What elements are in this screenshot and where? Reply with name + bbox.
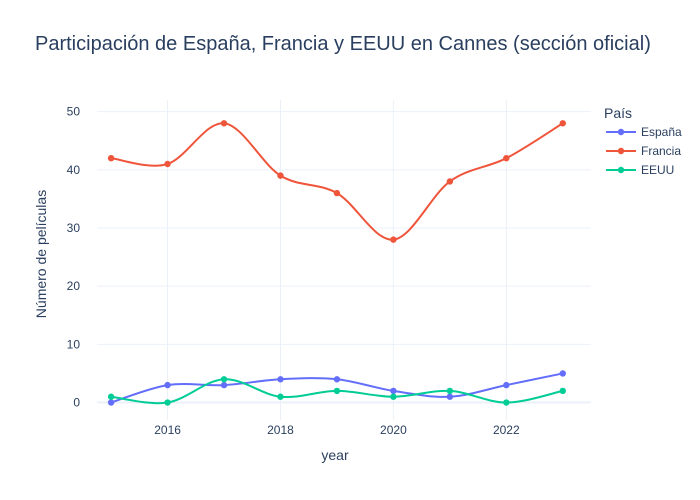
legend-item[interactable]: EEUU: [606, 163, 674, 177]
data-point: [164, 399, 171, 406]
series-Francia: [107, 120, 566, 243]
data-point: [164, 160, 171, 168]
data-point: [333, 387, 341, 395]
plot-area: [107, 120, 566, 406]
data-point: [220, 381, 228, 389]
legend-swatch-marker: [617, 166, 625, 174]
data-point: [503, 381, 510, 389]
data-point: [390, 387, 397, 395]
data-point: [559, 387, 566, 395]
legend-swatch-marker: [617, 128, 625, 136]
data-point: [277, 393, 284, 400]
grid: [97, 100, 591, 420]
data-point: [503, 399, 510, 406]
data-point: [446, 387, 454, 395]
y-tick-label: 50: [67, 105, 81, 119]
legend-label: España: [641, 125, 682, 139]
y-tick-label: 10: [67, 337, 81, 351]
x-tick-label: 2018: [267, 423, 294, 437]
series-España: [107, 370, 566, 406]
data-point: [446, 393, 454, 400]
x-axis-title: year: [321, 447, 349, 463]
data-point: [107, 393, 115, 400]
series-line: [110, 122, 564, 241]
y-axis-title: Número de películas: [33, 190, 49, 318]
data-point: [390, 393, 397, 400]
data-point: [107, 399, 115, 406]
data-point: [503, 154, 510, 162]
data-point: [107, 154, 115, 162]
y-axis-ticks: 0 10 20 30 40 50: [67, 105, 81, 410]
y-tick-label: 20: [67, 279, 81, 293]
chart-title: Participación de España, Francia y EEUU …: [35, 33, 651, 55]
data-point: [559, 120, 566, 127]
data-point: [164, 381, 171, 389]
legend-title: País: [604, 105, 632, 121]
legend-swatch-marker: [617, 147, 625, 155]
x-axis-ticks: 2016 2018 2020 2022: [154, 423, 520, 437]
y-tick-label: 0: [73, 396, 80, 410]
data-point: [220, 376, 228, 383]
legend-label: Francia: [641, 144, 681, 158]
x-tick-label: 2022: [493, 423, 520, 437]
data-point: [333, 376, 341, 383]
legend-item[interactable]: Francia: [606, 144, 681, 158]
legend[interactable]: País España Francia EEUU: [604, 105, 682, 177]
legend-item[interactable]: España: [606, 125, 682, 139]
x-tick-label: 2016: [154, 423, 181, 437]
data-point: [277, 172, 284, 179]
series-EEUU: [107, 376, 566, 406]
y-tick-label: 30: [67, 221, 81, 235]
data-point: [277, 376, 284, 383]
data-point: [333, 189, 341, 197]
data-point: [559, 370, 566, 377]
y-tick-label: 40: [67, 163, 81, 177]
data-point: [446, 178, 454, 185]
legend-label: EEUU: [641, 163, 674, 177]
x-tick-label: 2020: [380, 423, 407, 437]
data-point: [220, 120, 228, 127]
data-point: [390, 236, 397, 243]
